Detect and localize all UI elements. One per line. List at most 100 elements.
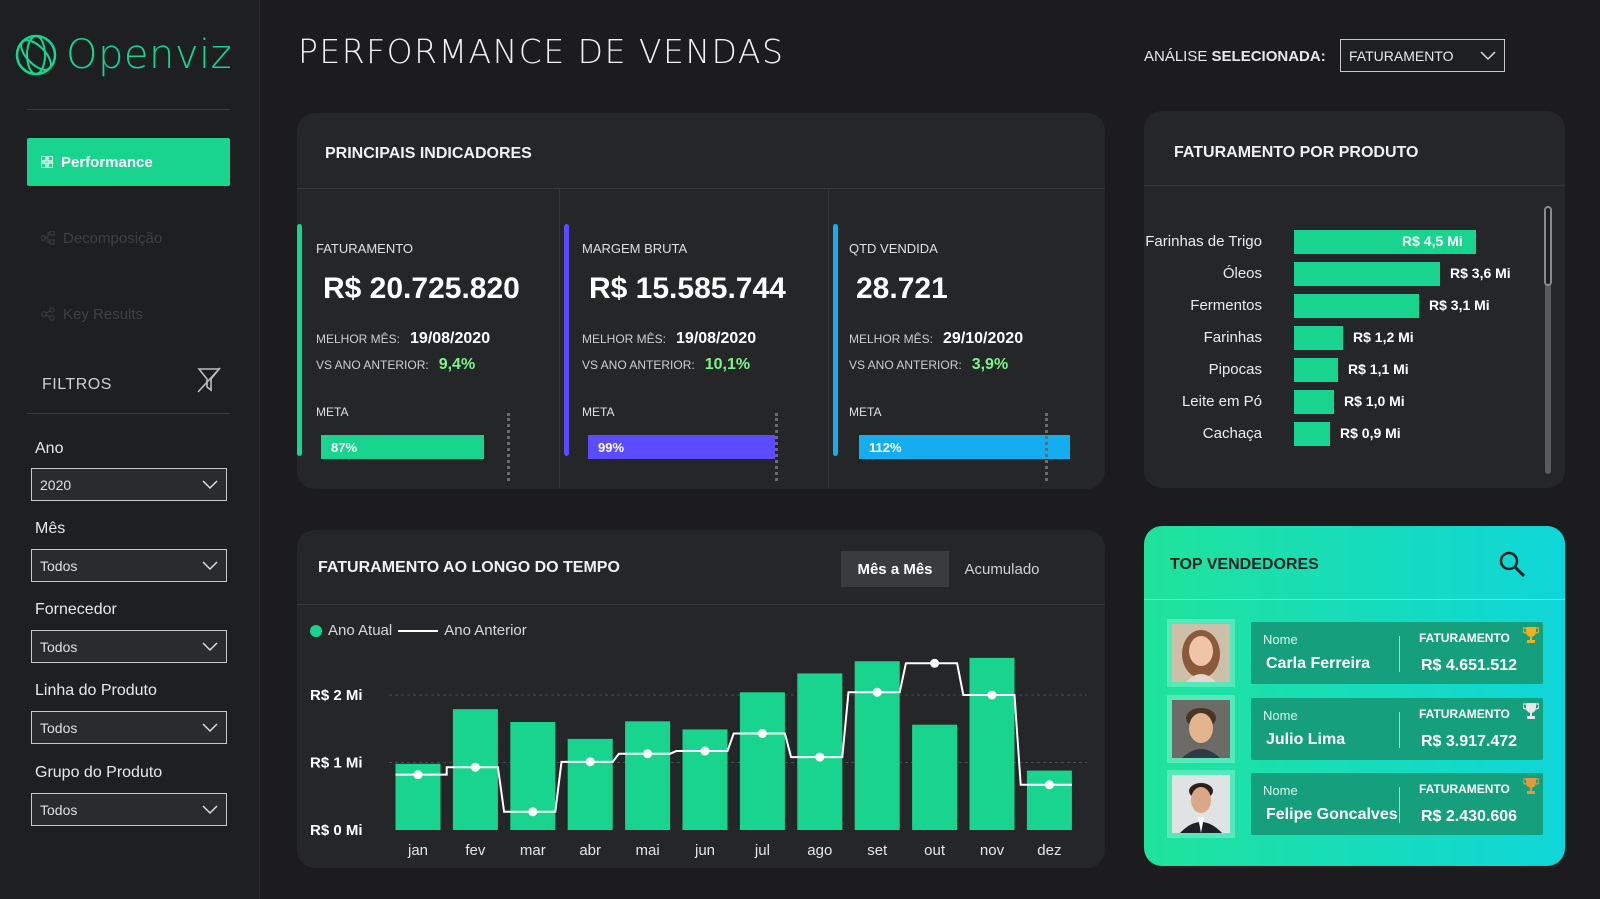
product-row[interactable]: Fermentos R$ 3,1 Mi bbox=[1144, 294, 1534, 318]
chevron-down-icon bbox=[202, 641, 218, 651]
kpi-vs-prev: VS ANO ANTERIOR: 10,1% bbox=[582, 356, 750, 374]
filter-grupo-select[interactable]: Todos bbox=[31, 793, 227, 826]
analysis-select[interactable]: FATURAMENTO bbox=[1340, 39, 1505, 72]
seller-row[interactable]: Nome Carla Ferreira FATURAMENTO R$ 4.651… bbox=[1167, 619, 1543, 687]
filters-divider bbox=[27, 413, 230, 414]
product-row[interactable]: Pipocas R$ 1,1 Mi bbox=[1144, 358, 1534, 382]
product-row[interactable]: Óleos R$ 3,6 Mi bbox=[1144, 262, 1534, 286]
revenue-over-time-card: FATURAMENTO AO LONGO DO TEMPO Mês a Mês … bbox=[297, 530, 1105, 868]
seller-name-label: Nome bbox=[1263, 783, 1298, 798]
bar-set bbox=[854, 661, 900, 830]
seller-revenue: R$ 2.430.606 bbox=[1421, 808, 1518, 825]
scrollbar-thumb[interactable] bbox=[1544, 206, 1552, 286]
avatar-man-suit-icon bbox=[1172, 775, 1230, 833]
filter-mes-select[interactable]: Todos bbox=[31, 549, 227, 582]
kpi-accent-bar bbox=[297, 224, 302, 456]
seller-revenue-label: FATURAMENTO bbox=[1419, 631, 1510, 645]
y-tick-label: R$ 2 Mi bbox=[310, 687, 363, 704]
tree-icon bbox=[41, 231, 55, 245]
x-tick-label: abr bbox=[579, 842, 601, 859]
nav-item-key-results[interactable]: Key Results bbox=[27, 290, 230, 338]
revenue-chart: R$ 2 Mi R$ 1 Mi R$ 0 Mi jan fev mar abr mai jun j… bbox=[310, 657, 1087, 859]
chevron-down-icon bbox=[202, 722, 218, 732]
product-bar[interactable] bbox=[1294, 326, 1343, 350]
product-row[interactable]: Farinhas R$ 1,2 Mi bbox=[1144, 326, 1534, 350]
filter-ano-label: Ano bbox=[35, 440, 64, 457]
seller-row[interactable]: Nome Julio Lima FATURAMENTO R$ 3.917.472 bbox=[1167, 695, 1543, 763]
product-value: R$ 1,1 Mi bbox=[1348, 361, 1409, 377]
seller-row[interactable]: Nome Felipe Goncalves FATURAMENTO R$ 2.4… bbox=[1167, 770, 1543, 838]
product-name: Fermentos bbox=[1190, 297, 1262, 314]
product-bar[interactable] bbox=[1294, 358, 1338, 382]
toggle-acumulado[interactable]: Acumulado bbox=[964, 560, 1040, 578]
silver-trophy-icon bbox=[1523, 703, 1539, 719]
meta-progress-bar: 87% bbox=[321, 435, 484, 459]
meta-target-marker bbox=[775, 413, 778, 481]
product-value: R$ 3,6 Mi bbox=[1450, 265, 1511, 281]
toggle-mes-a-mes[interactable]: Mês a Mês bbox=[841, 551, 949, 587]
x-tick-label: jun bbox=[694, 842, 715, 859]
product-name: Leite em Pó bbox=[1181, 393, 1262, 410]
chevron-down-icon bbox=[202, 804, 218, 814]
product-name: Farinhas de Trigo bbox=[1145, 233, 1262, 250]
kpi-vs-prev: VS ANO ANTERIOR: 9,4% bbox=[316, 356, 475, 374]
kpi-best-month: MELHOR MÊS: 29/10/2020 bbox=[849, 330, 1023, 348]
product-bar[interactable] bbox=[1294, 390, 1334, 414]
seller-separator bbox=[1399, 787, 1400, 823]
product-value: R$ 1,0 Mi bbox=[1344, 393, 1405, 409]
filter-fornecedor-select[interactable]: Todos bbox=[31, 630, 227, 663]
best-month-value: 29/10/2020 bbox=[943, 330, 1024, 347]
product-name: Pipocas bbox=[1208, 361, 1262, 378]
seller-name-label: Nome bbox=[1263, 708, 1298, 723]
product-name: Cachaça bbox=[1202, 425, 1262, 442]
brand-logo[interactable]: Openviz bbox=[14, 32, 232, 78]
bar-abr bbox=[567, 738, 613, 830]
bar-ago bbox=[797, 673, 843, 830]
bar-dez bbox=[1026, 770, 1072, 830]
kpi-value: R$ 15.585.744 bbox=[589, 272, 786, 305]
filter-linha-select[interactable]: Todos bbox=[31, 711, 227, 744]
brand-name: Openviz bbox=[66, 32, 233, 78]
previous-year-point bbox=[470, 762, 480, 772]
best-month-label: MELHOR MÊS: bbox=[582, 332, 667, 346]
avatar bbox=[1167, 619, 1235, 687]
product-name: Farinhas bbox=[1203, 329, 1262, 346]
x-tick-label: mai bbox=[636, 842, 660, 859]
filters-title: FILTROS bbox=[42, 376, 112, 393]
filter-ano-select[interactable]: 2020 bbox=[31, 468, 227, 501]
scrollbar-track[interactable] bbox=[1545, 206, 1551, 474]
kpi-separator bbox=[828, 188, 829, 488]
openviz-logo-icon bbox=[15, 34, 57, 76]
nav-item-decomposicao[interactable]: Decomposição bbox=[27, 214, 230, 262]
avatar-woman-icon bbox=[1172, 624, 1230, 682]
product-bar[interactable] bbox=[1294, 294, 1419, 318]
legend-dot-current bbox=[310, 624, 322, 637]
chevron-down-icon bbox=[202, 560, 218, 570]
kpi-label: FATURAMENTO bbox=[316, 241, 414, 256]
product-row[interactable]: Cachaça R$ 0,9 Mi bbox=[1144, 422, 1534, 446]
product-bar[interactable] bbox=[1294, 262, 1440, 286]
kpi-accent-bar bbox=[833, 224, 838, 456]
previous-year-point bbox=[987, 690, 997, 700]
legend-previous: Ano Anterior bbox=[444, 622, 527, 639]
x-tick-label: fev bbox=[465, 842, 486, 859]
sidebar-divider bbox=[27, 109, 230, 110]
nav-item-performance[interactable]: Performance bbox=[27, 138, 230, 186]
analysis-value: FATURAMENTO bbox=[1349, 47, 1454, 64]
product-bar[interactable] bbox=[1294, 422, 1330, 446]
page-title: PERFORMANCE DE VENDAS bbox=[298, 32, 785, 71]
x-tick-label: out bbox=[924, 842, 946, 859]
product-row[interactable]: Farinhas de Trigo R$ 4,5 Mi bbox=[1144, 230, 1534, 254]
vs-prev-value: 9,4% bbox=[438, 356, 476, 373]
product-row[interactable]: Leite em Pó R$ 1,0 Mi bbox=[1144, 390, 1534, 414]
product-bar[interactable] bbox=[1294, 230, 1476, 254]
best-month-value: 19/08/2020 bbox=[410, 330, 491, 347]
search-button[interactable] bbox=[1498, 550, 1526, 583]
clear-filters-button[interactable] bbox=[196, 366, 222, 399]
vs-prev-value: 3,9% bbox=[971, 356, 1009, 373]
filter-value: Todos bbox=[40, 801, 78, 818]
seller-revenue-label: FATURAMENTO bbox=[1419, 782, 1510, 796]
seller-separator bbox=[1399, 636, 1400, 672]
sidebar: Openviz Performance Decomposição Key Res… bbox=[0, 0, 260, 899]
clear-filter-icon bbox=[197, 367, 221, 393]
